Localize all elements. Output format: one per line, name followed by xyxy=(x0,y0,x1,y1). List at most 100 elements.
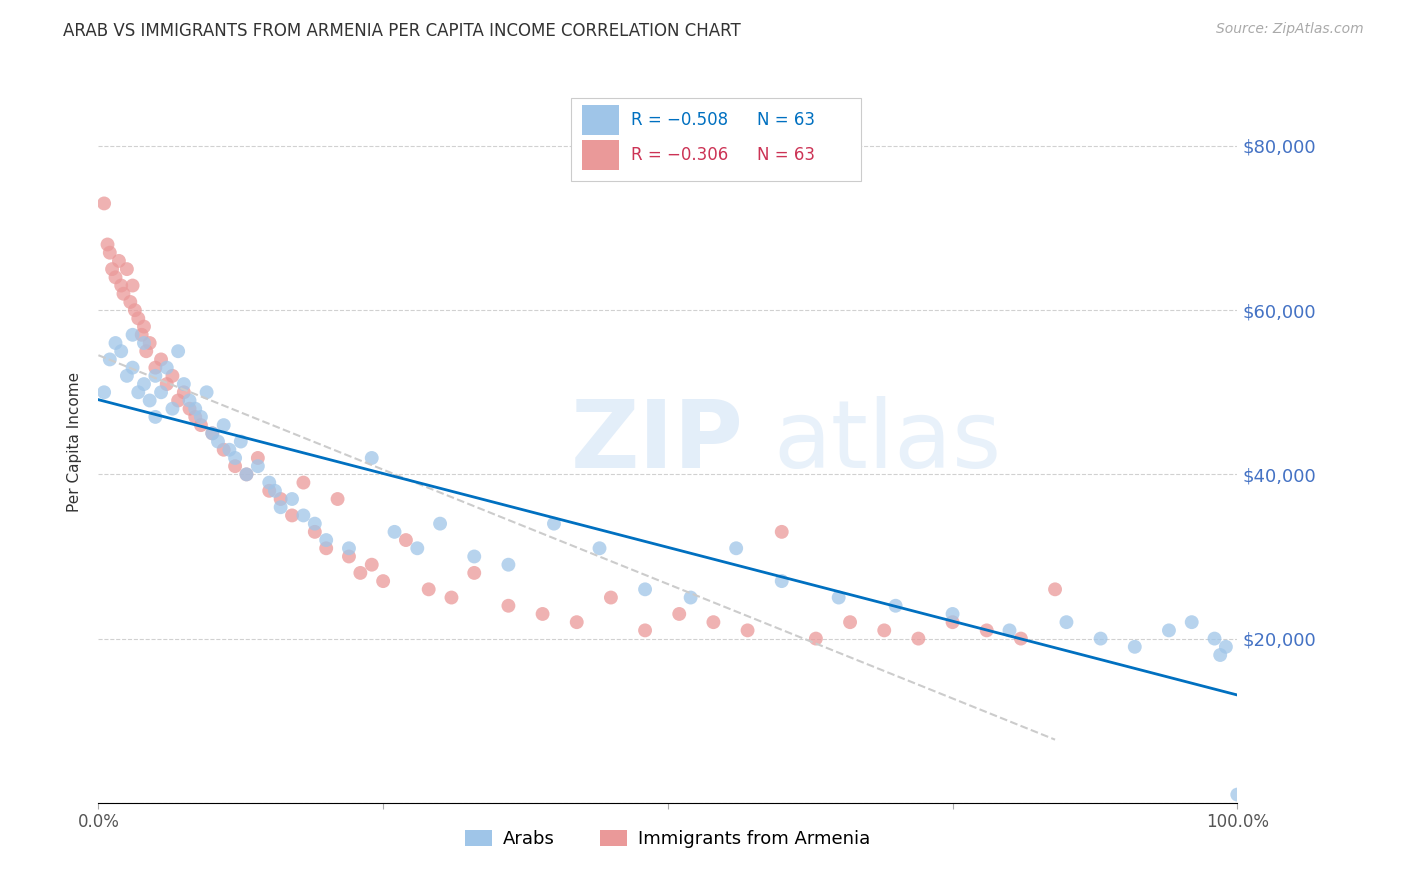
Point xyxy=(942,607,965,621)
Point xyxy=(360,450,382,465)
Point xyxy=(873,624,896,638)
Point xyxy=(127,311,149,326)
Point xyxy=(839,615,862,630)
Point xyxy=(884,599,907,613)
Point xyxy=(292,508,315,523)
Point xyxy=(907,632,929,646)
Point xyxy=(679,591,702,605)
Point xyxy=(179,401,201,416)
Point xyxy=(173,377,195,392)
Point xyxy=(96,237,118,252)
Point xyxy=(315,533,337,547)
Point xyxy=(162,401,184,416)
Point xyxy=(1181,615,1204,630)
Point xyxy=(1054,615,1078,630)
Point xyxy=(124,303,146,318)
Point xyxy=(121,327,143,342)
Point xyxy=(150,352,173,367)
Point xyxy=(998,624,1021,638)
Point xyxy=(498,599,520,613)
Point xyxy=(229,434,252,449)
FancyBboxPatch shape xyxy=(571,98,862,181)
Point xyxy=(201,426,224,441)
Point xyxy=(201,426,224,441)
Text: R = −0.306: R = −0.306 xyxy=(631,145,728,164)
Point xyxy=(463,549,485,564)
Point xyxy=(98,245,121,260)
Point xyxy=(976,624,998,638)
Text: ARAB VS IMMIGRANTS FROM ARMENIA PER CAPITA INCOME CORRELATION CHART: ARAB VS IMMIGRANTS FROM ARMENIA PER CAPI… xyxy=(63,22,741,40)
Point xyxy=(770,574,793,588)
Point xyxy=(1204,632,1226,646)
Point xyxy=(195,385,218,400)
Point xyxy=(104,270,127,285)
Point xyxy=(1209,648,1232,662)
Point xyxy=(224,450,246,465)
Point xyxy=(440,591,463,605)
Point xyxy=(395,533,418,547)
Text: Source: ZipAtlas.com: Source: ZipAtlas.com xyxy=(1216,22,1364,37)
Point xyxy=(259,475,281,490)
Point xyxy=(156,360,179,375)
Point xyxy=(190,409,212,424)
Point xyxy=(668,607,690,621)
Point xyxy=(828,591,851,605)
FancyBboxPatch shape xyxy=(582,139,619,169)
Point xyxy=(600,591,623,605)
Point xyxy=(246,459,269,474)
Point xyxy=(179,393,201,408)
Point xyxy=(634,582,657,597)
Point xyxy=(138,336,160,351)
FancyBboxPatch shape xyxy=(582,105,619,136)
Point xyxy=(131,327,153,342)
Point xyxy=(135,344,157,359)
Point xyxy=(224,459,246,474)
Point xyxy=(281,491,304,506)
Point xyxy=(110,278,132,293)
Point xyxy=(281,508,304,523)
Point xyxy=(138,393,160,408)
Point xyxy=(702,615,724,630)
Point xyxy=(110,344,132,359)
Point xyxy=(304,516,326,531)
Point xyxy=(184,409,207,424)
Point xyxy=(543,516,565,531)
Point xyxy=(235,467,257,482)
Point xyxy=(167,344,190,359)
Point xyxy=(218,442,240,457)
Point xyxy=(101,262,124,277)
Point xyxy=(162,368,184,383)
Point xyxy=(104,336,127,351)
Text: N = 63: N = 63 xyxy=(756,111,814,129)
Point xyxy=(588,541,610,556)
Point xyxy=(121,278,143,293)
Point xyxy=(132,377,155,392)
Point xyxy=(120,295,142,310)
Text: R = −0.508: R = −0.508 xyxy=(631,111,728,129)
Point xyxy=(156,377,179,392)
Point xyxy=(337,549,360,564)
Point xyxy=(1010,632,1032,646)
Point xyxy=(429,516,451,531)
Point xyxy=(132,336,155,351)
Point xyxy=(1215,640,1237,654)
Point xyxy=(93,196,115,211)
Text: ZIP: ZIP xyxy=(571,395,744,488)
Point xyxy=(384,524,406,539)
Point xyxy=(112,286,135,301)
Point xyxy=(725,541,748,556)
Point xyxy=(326,491,349,506)
Point xyxy=(315,541,337,556)
Point xyxy=(418,582,440,597)
Point xyxy=(1123,640,1146,654)
Point xyxy=(173,385,195,400)
Point xyxy=(212,442,235,457)
Text: atlas: atlas xyxy=(773,395,1002,488)
Point xyxy=(406,541,429,556)
Legend: Arabs, Immigrants from Armenia: Arabs, Immigrants from Armenia xyxy=(458,822,877,855)
Point xyxy=(145,409,167,424)
Point xyxy=(115,262,138,277)
Point xyxy=(121,360,143,375)
Point xyxy=(304,524,326,539)
Point xyxy=(270,500,292,515)
